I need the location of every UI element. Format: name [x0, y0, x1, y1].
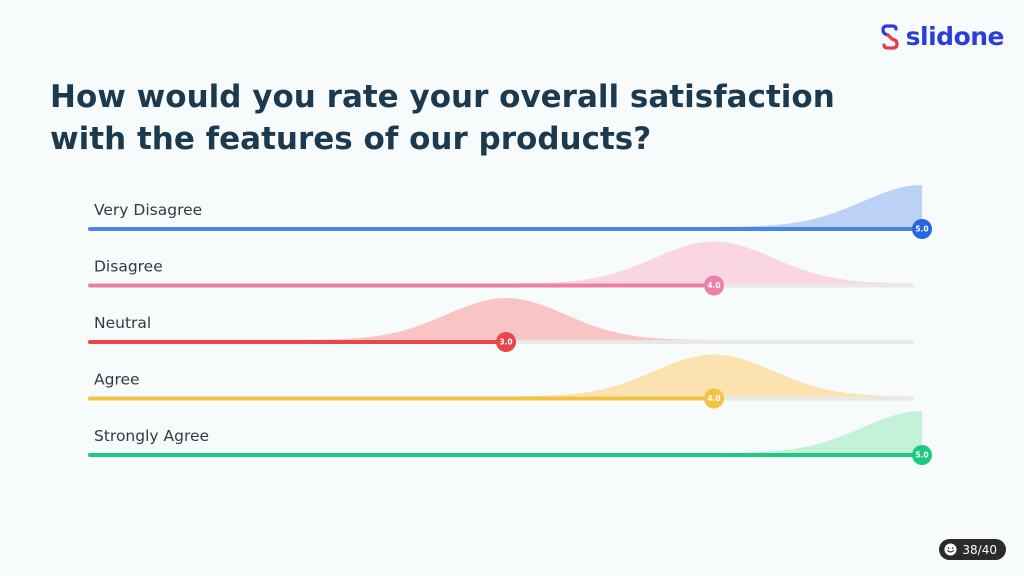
- value-label: 4.0: [707, 281, 720, 290]
- distribution-area: [722, 185, 922, 227]
- slide-counter-badge: 38/40: [939, 539, 1006, 560]
- value-marker: [912, 445, 932, 465]
- value-label: 3.0: [499, 338, 512, 347]
- value-marker: [496, 332, 516, 352]
- slide-counter: 38/40: [962, 542, 997, 557]
- row-label: Neutral: [94, 314, 151, 332]
- chart-row: Neutral 3.0: [88, 298, 914, 352]
- row-label: Disagree: [94, 258, 163, 276]
- question-title: How would you rate your overall satisfac…: [50, 79, 835, 157]
- brand-logo: slidone: [880, 22, 1005, 51]
- value-marker: [704, 388, 724, 409]
- row-label: Strongly Agree: [94, 427, 209, 445]
- chart-row: Agree 4.0: [88, 354, 914, 409]
- value-label: 5.0: [915, 225, 928, 234]
- slidone-logo-icon: [881, 23, 899, 50]
- distribution-area: [514, 241, 914, 284]
- chart-row: Very Disagree 5.0: [88, 185, 932, 239]
- distribution-area: [514, 354, 914, 397]
- chart-row: Strongly Agree 5.0: [88, 411, 932, 465]
- brand-name: slidone: [905, 22, 1005, 51]
- row-label: Very Disagree: [94, 201, 202, 219]
- value-marker: [704, 275, 724, 296]
- value-label: 5.0: [915, 451, 928, 460]
- distribution-area: [306, 298, 706, 340]
- value-label: 4.0: [707, 394, 720, 403]
- value-marker: [912, 219, 932, 239]
- row-label: Agree: [94, 371, 140, 389]
- smiley-icon: [944, 543, 957, 556]
- distribution-area: [722, 411, 922, 453]
- chart-row: Disagree 4.0: [88, 241, 914, 296]
